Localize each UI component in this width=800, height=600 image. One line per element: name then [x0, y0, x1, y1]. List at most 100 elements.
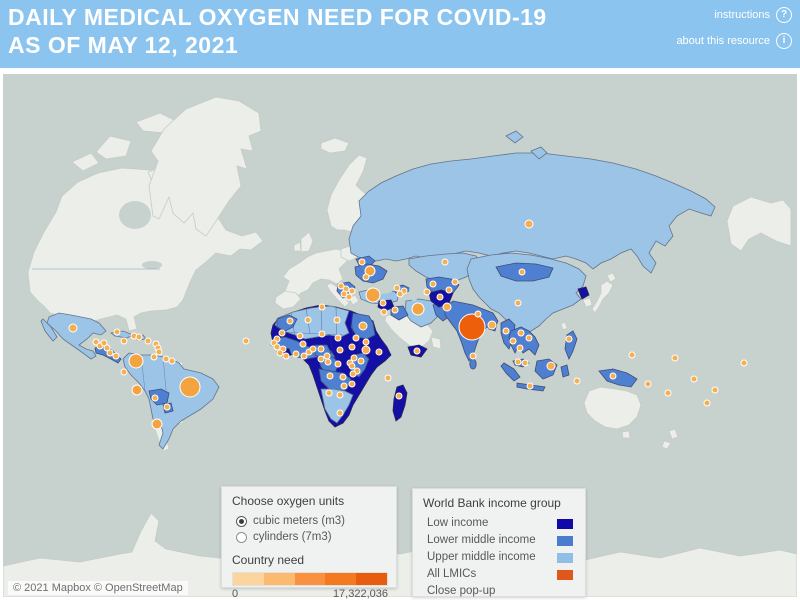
oxygen-need-bubble[interactable]: [278, 329, 286, 337]
oxygen-need-bubble[interactable]: [644, 380, 652, 388]
oxygen-need-bubble[interactable]: [151, 394, 159, 402]
oxygen-need-bubble[interactable]: [442, 302, 452, 312]
oxygen-need-bubble[interactable]: [445, 286, 453, 294]
oxygen-need-bubble[interactable]: [348, 287, 356, 295]
legend-item[interactable]: Upper middle income: [423, 549, 575, 566]
oxygen-need-bubble[interactable]: [365, 287, 381, 303]
oxygen-need-bubble[interactable]: [395, 392, 403, 400]
oxygen-need-bubble[interactable]: [517, 329, 525, 337]
oxygen-need-bubble[interactable]: [609, 372, 617, 380]
oxygen-need-bubble[interactable]: [334, 334, 342, 342]
oxygen-need-bubble[interactable]: [337, 282, 345, 290]
oxygen-need-bubble[interactable]: [502, 327, 510, 335]
oxygen-need-bubble[interactable]: [100, 339, 108, 347]
oxygen-need-bubble[interactable]: [565, 335, 573, 343]
oxygen-need-bubble[interactable]: [451, 278, 459, 286]
oxygen-need-bubble[interactable]: [120, 337, 128, 345]
oxygen-need-bubble[interactable]: [317, 345, 325, 353]
world-map[interactable]: © 2021 Mapbox © OpenStreetMap: [3, 74, 797, 597]
oxygen-need-bubble[interactable]: [413, 347, 421, 355]
oxygen-need-bubble[interactable]: [68, 323, 78, 333]
oxygen-need-bubble[interactable]: [273, 343, 281, 351]
map-attribution[interactable]: © 2021 Mapbox © OpenStreetMap: [8, 581, 188, 595]
radio-option-1[interactable]: cylinders (7m3): [232, 529, 386, 545]
oxygen-need-bubble[interactable]: [357, 357, 365, 365]
oxygen-need-bubble[interactable]: [179, 376, 201, 398]
oxygen-need-bubble[interactable]: [304, 316, 312, 324]
oxygen-need-bubble[interactable]: [514, 299, 522, 307]
oxygen-need-bubble[interactable]: [703, 399, 711, 407]
oxygen-need-bubble[interactable]: [514, 358, 522, 366]
oxygen-need-bubble[interactable]: [348, 380, 356, 388]
oxygen-need-bubble[interactable]: [362, 273, 370, 281]
oxygen-need-bubble[interactable]: [411, 302, 425, 316]
oxygen-need-bubble[interactable]: [379, 299, 387, 307]
oxygen-need-bubble[interactable]: [393, 284, 401, 292]
oxygen-need-bubble[interactable]: [318, 303, 326, 311]
oxygen-need-bubble[interactable]: [429, 280, 437, 288]
oxygen-need-bubble[interactable]: [340, 290, 348, 298]
oxygen-need-bubble[interactable]: [423, 288, 431, 296]
oxygen-need-bubble[interactable]: [336, 391, 344, 399]
oxygen-need-bubble[interactable]: [120, 368, 128, 376]
oxygen-need-bubble[interactable]: [326, 372, 334, 380]
oxygen-need-bubble[interactable]: [131, 384, 143, 396]
oxygen-need-bubble[interactable]: [168, 357, 176, 365]
oxygen-need-bubble[interactable]: [242, 337, 250, 345]
oxygen-need-bubble[interactable]: [92, 338, 100, 346]
oxygen-need-bubble[interactable]: [525, 334, 533, 342]
oxygen-need-bubble[interactable]: [155, 348, 163, 356]
oxygen-need-bubble[interactable]: [524, 219, 534, 229]
radio-unselected-icon[interactable]: [236, 531, 247, 543]
oxygen-need-bubble[interactable]: [348, 343, 356, 351]
oxygen-need-bubble[interactable]: [521, 359, 529, 367]
oxygen-need-bubble[interactable]: [375, 348, 383, 356]
oxygen-need-bubble[interactable]: [348, 362, 356, 370]
oxygen-need-bubble[interactable]: [458, 313, 486, 341]
oxygen-need-bubble[interactable]: [628, 351, 636, 359]
oxygen-need-bubble[interactable]: [526, 382, 534, 390]
oxygen-need-bubble[interactable]: [350, 354, 358, 362]
oxygen-need-bubble[interactable]: [358, 258, 366, 266]
oxygen-need-bubble[interactable]: [345, 293, 353, 301]
oxygen-need-bubble[interactable]: [671, 354, 679, 362]
oxygen-need-bubble[interactable]: [106, 349, 114, 357]
about-resource-button[interactable]: about this resource i: [676, 33, 792, 49]
oxygen-need-bubble[interactable]: [286, 317, 294, 325]
legend-item[interactable]: Low income: [423, 515, 575, 532]
oxygen-need-bubble[interactable]: [113, 328, 121, 336]
oxygen-need-bubble[interactable]: [317, 355, 325, 363]
oxygen-need-bubble[interactable]: [296, 332, 304, 340]
oxygen-need-bubble[interactable]: [323, 352, 331, 360]
legend-item[interactable]: All LMICs: [423, 566, 575, 583]
oxygen-need-bubble[interactable]: [150, 353, 158, 361]
oxygen-need-bubble[interactable]: [349, 370, 357, 378]
oxygen-need-bubble[interactable]: [396, 290, 404, 298]
oxygen-need-bubble[interactable]: [334, 360, 342, 368]
oxygen-need-bubble[interactable]: [518, 268, 526, 276]
oxygen-need-bubble[interactable]: [516, 344, 524, 352]
oxygen-need-bubble[interactable]: [384, 374, 392, 382]
world-map-canvas[interactable]: [3, 74, 797, 597]
oxygen-need-bubble[interactable]: [573, 377, 581, 385]
oxygen-need-bubble[interactable]: [300, 352, 308, 360]
oxygen-need-bubble[interactable]: [361, 345, 371, 355]
oxygen-need-bubble[interactable]: [144, 337, 152, 345]
radio-selected-icon[interactable]: [236, 515, 247, 527]
oxygen-need-bubble[interactable]: [690, 375, 698, 383]
oxygen-need-bubble[interactable]: [112, 352, 120, 360]
oxygen-need-bubble[interactable]: [309, 345, 317, 353]
oxygen-need-bubble[interactable]: [340, 382, 348, 390]
oxygen-need-bubble[interactable]: [339, 373, 347, 381]
oxygen-need-bubble[interactable]: [336, 346, 344, 354]
oxygen-need-bubble[interactable]: [163, 403, 171, 411]
radio-option-0[interactable]: cubic meters (m3): [232, 513, 386, 529]
oxygen-need-bubble[interactable]: [546, 361, 556, 371]
oxygen-need-bubble[interactable]: [474, 310, 482, 318]
oxygen-need-bubble[interactable]: [103, 344, 111, 352]
oxygen-need-bubble[interactable]: [325, 389, 333, 397]
oxygen-need-bubble[interactable]: [299, 340, 307, 348]
oxygen-need-bubble[interactable]: [364, 265, 376, 277]
oxygen-need-bubble[interactable]: [282, 352, 290, 360]
close-popup-link[interactable]: Close pop-up: [423, 583, 575, 600]
